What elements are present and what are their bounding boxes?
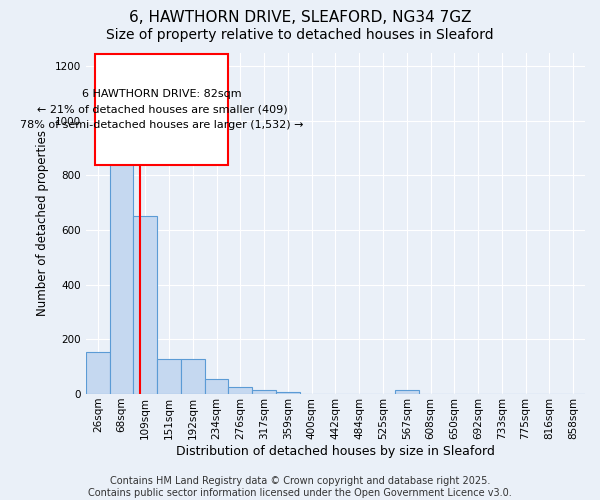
Text: 6 HAWTHORN DRIVE: 82sqm
← 21% of detached houses are smaller (409)
78% of semi-d: 6 HAWTHORN DRIVE: 82sqm ← 21% of detache… xyxy=(20,88,304,130)
Bar xyxy=(276,392,300,394)
Bar xyxy=(133,216,157,394)
Bar xyxy=(181,358,205,394)
Bar xyxy=(229,387,252,394)
Text: Contains HM Land Registry data © Crown copyright and database right 2025.
Contai: Contains HM Land Registry data © Crown c… xyxy=(88,476,512,498)
Bar xyxy=(110,134,133,394)
Bar xyxy=(157,358,181,394)
Bar xyxy=(205,379,229,394)
Bar xyxy=(252,390,276,394)
FancyBboxPatch shape xyxy=(95,54,229,164)
X-axis label: Distribution of detached houses by size in Sleaford: Distribution of detached houses by size … xyxy=(176,444,495,458)
Bar xyxy=(86,352,110,394)
Bar xyxy=(395,390,419,394)
Y-axis label: Number of detached properties: Number of detached properties xyxy=(36,130,49,316)
Text: Size of property relative to detached houses in Sleaford: Size of property relative to detached ho… xyxy=(106,28,494,42)
Text: 6, HAWTHORN DRIVE, SLEAFORD, NG34 7GZ: 6, HAWTHORN DRIVE, SLEAFORD, NG34 7GZ xyxy=(129,10,471,25)
